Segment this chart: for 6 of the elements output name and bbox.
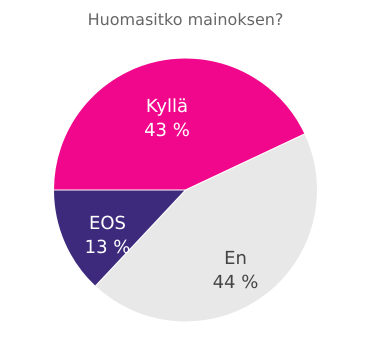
chart-title: Huomasitko mainoksen? bbox=[88, 10, 284, 29]
slice-label: EOS bbox=[89, 212, 126, 234]
slice-label: Kyllä bbox=[146, 96, 188, 118]
slice-label: En bbox=[224, 248, 247, 269]
data-label: 44 % bbox=[212, 272, 258, 293]
data-label: 43 % bbox=[144, 120, 190, 142]
